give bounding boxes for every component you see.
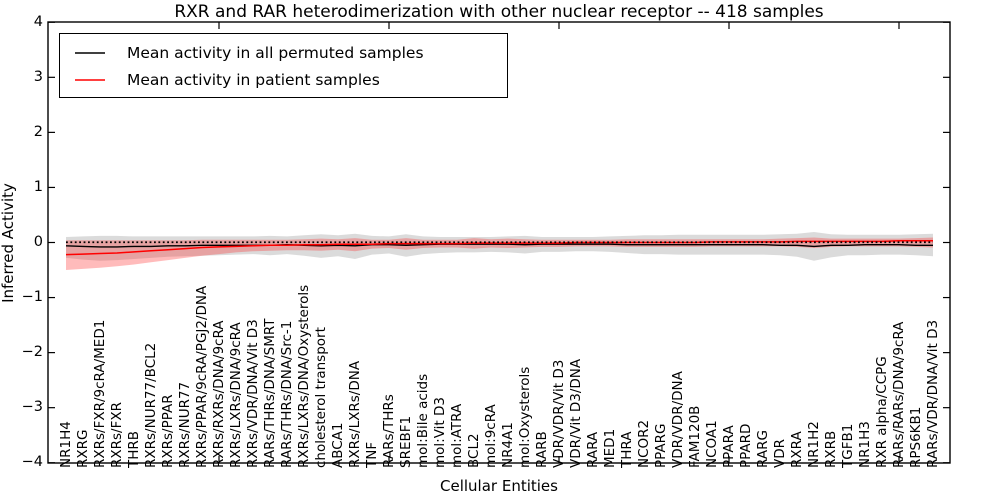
x-tick-label: RXRs/FXR [109, 402, 125, 468]
x-tick-label: RARs/RARs/DNA/9cRA [891, 321, 907, 468]
x-tick-label: VDR/VDR/Vit D3 [551, 359, 567, 468]
x-tick-label: TNF [364, 441, 380, 468]
x-tick-label: VDR [772, 438, 788, 468]
x-tick-label: NCOR2 [636, 419, 652, 468]
x-tick-label: PPARA [721, 425, 737, 468]
x-tick-label: RXRs/NUR77 [177, 381, 193, 468]
x-tick-label: RXRs/PPAR [160, 394, 176, 468]
x-tick-label: FAM120B [687, 405, 703, 468]
x-tick-label: RARs/VDR/DNA/Vit D3 [925, 319, 941, 468]
x-tick-label: RARs/THRs [381, 394, 397, 468]
x-tick-label: RXRs/LXRs/DNA/Oxysterols [296, 284, 312, 468]
x-tick-label: RXRs/LXRs/DNA [347, 360, 363, 468]
chart-title: RXR and RAR heterodimerization with othe… [174, 2, 824, 22]
x-tick-label: mol:9cRA [483, 404, 499, 468]
y-tick-label: −1 [21, 289, 43, 306]
legend: Mean activity in all permuted samples Me… [59, 33, 508, 98]
x-tick-label: THRA [619, 431, 635, 468]
x-tick-label: NR1H4 [58, 421, 74, 468]
y-tick-label: 2 [33, 123, 43, 140]
x-tick-label: RXRs/RXRs/DNA/9cRA [211, 320, 227, 468]
x-tick-label: mol:Bile acids [415, 373, 431, 468]
x-tick-label: ABCA1 [330, 422, 346, 468]
x-tick-label: TGFB1 [840, 423, 856, 468]
x-tick-label: VDR/VDR/DNA [670, 371, 686, 468]
legend-label-permuted: Mean activity in all permuted samples [127, 43, 424, 62]
x-tick-label: RXRs/LXRs/DNA/9cRA [228, 322, 244, 468]
x-tick-label: PPARD [738, 423, 754, 468]
x-tick-label: THRB [126, 430, 142, 468]
x-tick-label: VDR/Vit D3/DNA [568, 358, 584, 468]
x-tick-label: SREBF1 [398, 415, 414, 468]
x-tick-label: BCL2 [466, 433, 482, 468]
legend-line-patient-icon [75, 78, 105, 81]
y-tick-label: 0 [33, 234, 43, 250]
legend-item-patient: Mean activity in patient samples [60, 66, 507, 93]
x-tick-label: RARs/THRs/DNA/Src-1 [279, 320, 295, 468]
x-tick-label: RXRG [75, 429, 91, 468]
x-tick-label: NCOA1 [704, 420, 720, 468]
x-tick-label: cholesterol transport [313, 327, 329, 468]
x-tick-label: NR1H2 [806, 421, 822, 468]
x-tick-label: RPS6KB1 [908, 406, 924, 468]
x-tick-label: RXRs/PPAR/9cRA/PGJ2/DNA [194, 285, 210, 468]
y-tick-label: −4 [21, 454, 43, 471]
x-tick-label: RARB [534, 431, 550, 468]
legend-item-permuted: Mean activity in all permuted samples [60, 39, 507, 66]
x-tick-label: RXR alpha/CCPG [874, 356, 890, 468]
x-tick-label: mol:Vit D3 [432, 397, 448, 468]
x-tick-label: PPARG [653, 423, 669, 469]
y-tick-label: −3 [21, 399, 43, 416]
x-tick-label: NR4A1 [500, 422, 516, 468]
x-tick-label: RARA [585, 431, 601, 468]
y-tick-label: 4 [33, 13, 43, 30]
x-tick-label: RXRB [823, 430, 839, 468]
x-tick-label: RXRs/NUR77/BCL2 [143, 342, 159, 468]
x-tick-label: MED1 [602, 428, 618, 468]
x-axis-label: Cellular Entities [440, 477, 558, 495]
x-tick-label: mol:Oxysterols [517, 366, 533, 468]
y-tick-label: 3 [33, 68, 43, 85]
y-tick-label: −2 [21, 344, 43, 361]
x-tick-label: mol:ATRA [449, 403, 465, 468]
x-tick-label: RXRs/FXR/9cRA/MED1 [92, 319, 108, 468]
legend-line-permuted-icon [75, 51, 105, 54]
x-tick-label: RARs/THRs/DNA/SMRT [262, 318, 278, 468]
legend-label-patient: Mean activity in patient samples [127, 70, 380, 89]
x-tick-label: RXRs/VDR/DNA/Vit D3 [245, 319, 261, 468]
y-tick-label: 1 [33, 178, 43, 195]
x-tick-label: RARG [755, 430, 771, 468]
x-tick-label: RXRA [789, 431, 805, 468]
x-tick-label: NR1H3 [857, 421, 873, 468]
